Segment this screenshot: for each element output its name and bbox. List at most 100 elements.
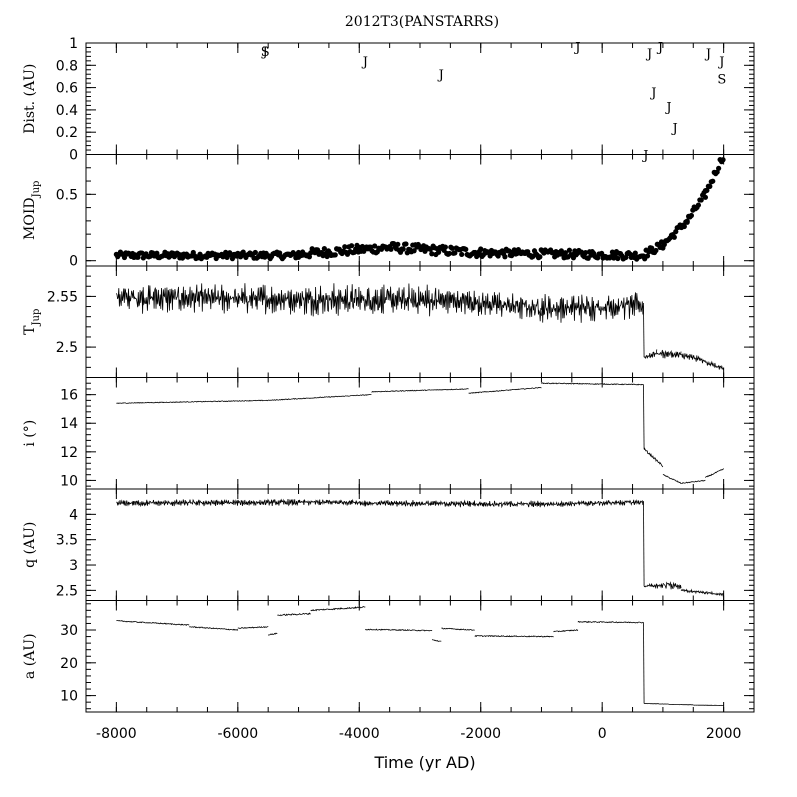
moid-point [695, 202, 702, 208]
moid-point [562, 250, 568, 256]
series-line-incl [541, 382, 644, 386]
panel-incl: 10 12 14 16 i (°) [22, 377, 755, 490]
moid-point [395, 241, 401, 247]
moid-point [632, 250, 638, 256]
series-line-a [277, 612, 311, 617]
series-line-a [431, 639, 442, 642]
series-line-a [310, 606, 366, 612]
series-line-incl [643, 447, 664, 468]
panel-frame-tjup [85, 265, 755, 378]
series-line-a [116, 620, 190, 627]
series-line-tjup [643, 349, 658, 360]
moid-point [332, 252, 338, 258]
moid-point [671, 234, 677, 240]
series-line-incl [267, 394, 372, 401]
moid-point [595, 255, 601, 261]
y-tick-label-dist: 0 [69, 148, 78, 164]
y-axis-title-a: a (AU) [22, 633, 38, 679]
moid-point [342, 244, 348, 250]
y-tick-label-q: 3 [69, 558, 78, 574]
series-line-tjup [116, 283, 299, 315]
series-line-a [474, 634, 554, 638]
moid-point [252, 249, 258, 256]
moid-point [463, 246, 469, 252]
moid-point [121, 254, 128, 261]
moid-point [506, 248, 512, 254]
series-line-a [365, 628, 433, 632]
series-line-incl [662, 474, 682, 484]
marker-J: J [656, 40, 663, 55]
series-line-incl [681, 479, 706, 484]
series-line-a [267, 632, 278, 636]
marker-J: J [437, 68, 444, 83]
moid-point [449, 245, 455, 251]
series-line-a [553, 629, 579, 633]
panel-tjup: 2.5 2.55 TJup [22, 265, 755, 378]
panel-moid: 0 0.5 MOIDJup [22, 154, 755, 270]
y-tick-label-moid: 0 [69, 254, 78, 270]
moid-point [306, 254, 313, 260]
y-tick-label-tjup: 2.55 [47, 289, 78, 305]
moid-point [684, 218, 690, 224]
series-line-incl [705, 468, 724, 478]
y-axis-subscript-moid: Jup [31, 181, 42, 199]
moid-point [511, 247, 517, 253]
y-tick-label-incl: 10 [60, 473, 78, 489]
moid-point [646, 249, 652, 255]
moid-point [229, 256, 236, 262]
y-tick-label-a: 10 [60, 689, 78, 705]
series-line-a [237, 625, 269, 629]
series-line-q [643, 583, 664, 590]
series-jump-incl [643, 384, 645, 449]
y-tick-label-moid: 0.5 [56, 187, 78, 203]
x-tick-label: -4000 [339, 726, 380, 742]
series-line-tjup [298, 283, 451, 317]
y-tick-label-incl: 16 [60, 388, 78, 404]
y-axis-subscript-tjup: Jup [31, 309, 42, 327]
moid-point [372, 243, 378, 249]
y-tick-label-dist: 0.6 [56, 81, 78, 97]
moid-point [702, 194, 709, 200]
series-line-a [644, 702, 670, 705]
moid-point [403, 241, 409, 247]
moid-point [720, 157, 726, 163]
panel-frame-a [85, 600, 755, 713]
x-tick-label: -8000 [96, 726, 137, 742]
moid-point [707, 183, 713, 189]
moid-point [388, 246, 394, 252]
moid-point [321, 245, 327, 252]
moid-point [673, 229, 679, 235]
moid-point [566, 247, 573, 253]
y-tick-label-incl: 14 [60, 416, 78, 432]
y-tick-label-a: 20 [60, 656, 78, 672]
marker-J: J [704, 47, 711, 62]
series-line-a [189, 626, 239, 631]
series-line-q [662, 581, 682, 590]
marker-S: S [261, 45, 270, 60]
y-axis-title-tjup: TJup [22, 309, 42, 335]
marker-S: S [717, 73, 726, 88]
y-tick-label-incl: 12 [60, 445, 78, 461]
moid-point [452, 250, 458, 256]
series-line-q [116, 498, 360, 508]
series-line-q [541, 499, 644, 508]
y-tick-label-a: 30 [60, 623, 78, 639]
y-tick-label-dist: 0.4 [56, 103, 78, 119]
moid-point [502, 254, 508, 260]
x-tick-label: -2000 [460, 726, 501, 742]
moid-point [411, 248, 417, 254]
marker-J: J [261, 45, 268, 60]
panel-frame-incl [85, 377, 755, 490]
moid-point [644, 253, 651, 259]
y-tick-label-q: 4 [69, 507, 78, 523]
moid-point [324, 253, 330, 260]
panel-a: 10 20 30 a (AU) [22, 600, 755, 713]
marker-J: J [664, 101, 671, 116]
series-line-tjup [656, 349, 682, 359]
series-line-a [577, 620, 644, 624]
x-tick-label: 0 [598, 726, 607, 742]
moid-point [446, 250, 453, 257]
